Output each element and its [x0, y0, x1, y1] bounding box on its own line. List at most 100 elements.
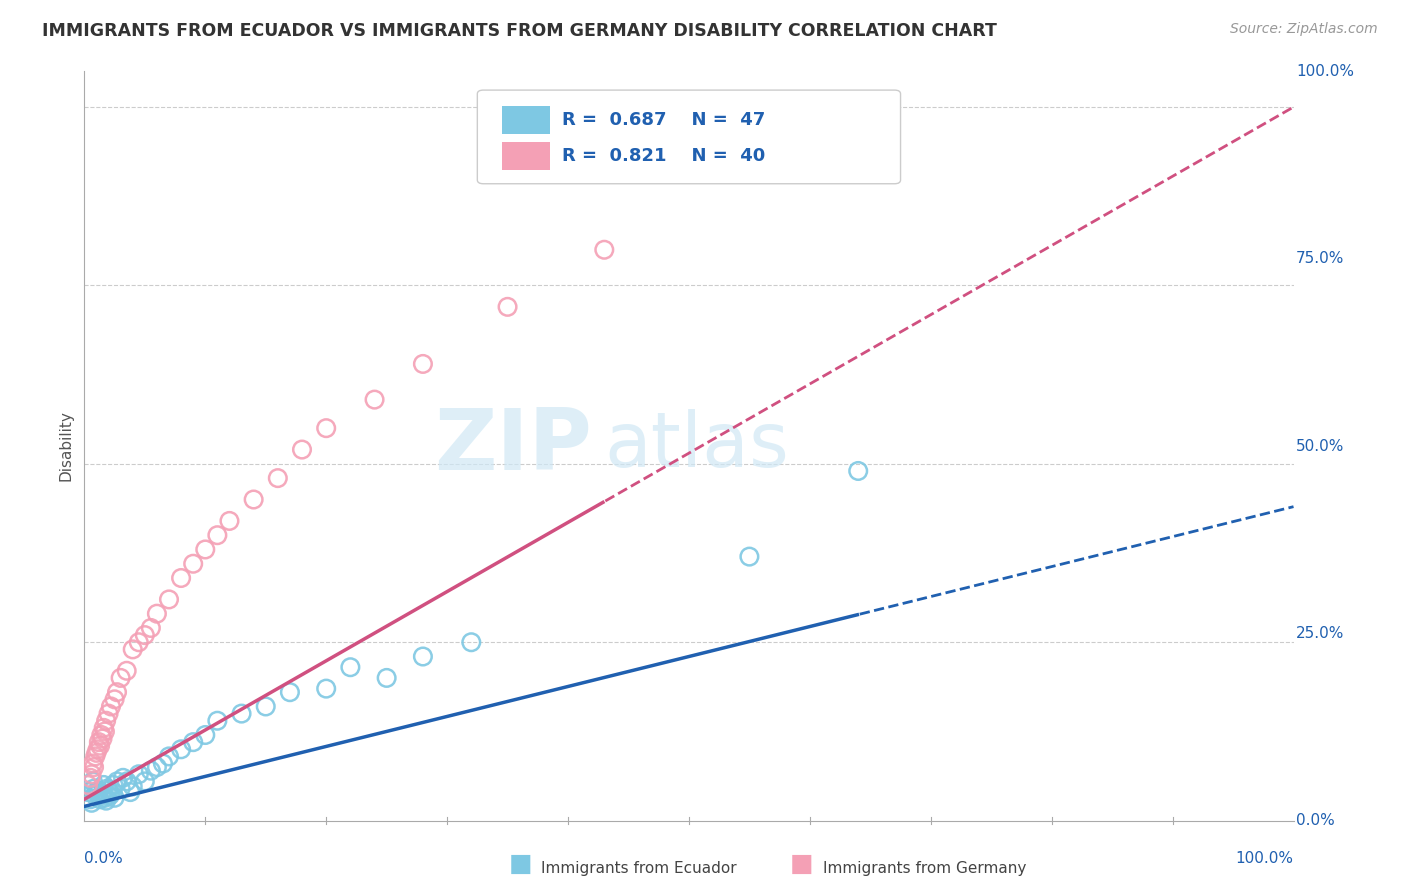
- Point: [84, 749, 107, 764]
- Point: [103, 778, 125, 792]
- Point: [412, 357, 434, 371]
- Point: [146, 607, 169, 621]
- Point: [120, 785, 142, 799]
- Point: [846, 464, 869, 478]
- Text: R =  0.821    N =  40: R = 0.821 N = 40: [562, 147, 765, 165]
- Point: [181, 557, 204, 571]
- Point: [90, 728, 112, 742]
- Point: [79, 771, 101, 785]
- Text: Immigrants from Germany: Immigrants from Germany: [823, 861, 1026, 876]
- Point: [375, 671, 398, 685]
- Text: Immigrants from Ecuador: Immigrants from Ecuador: [541, 861, 737, 876]
- Text: 0.0%: 0.0%: [84, 851, 124, 865]
- Point: [77, 785, 100, 799]
- Text: 25.0%: 25.0%: [1296, 626, 1344, 640]
- Point: [83, 760, 105, 774]
- Point: [94, 714, 117, 728]
- Point: [115, 774, 138, 789]
- Point: [94, 794, 117, 808]
- Y-axis label: Disability: Disability: [58, 410, 73, 482]
- Point: [339, 660, 361, 674]
- Point: [84, 789, 107, 803]
- Text: 100.0%: 100.0%: [1236, 851, 1294, 865]
- Point: [86, 742, 108, 756]
- Text: IMMIGRANTS FROM ECUADOR VS IMMIGRANTS FROM GERMANY DISABILITY CORRELATION CHART: IMMIGRANTS FROM ECUADOR VS IMMIGRANTS FR…: [42, 22, 997, 40]
- Text: 100.0%: 100.0%: [1296, 64, 1354, 78]
- FancyBboxPatch shape: [502, 106, 550, 135]
- Text: ZIP: ZIP: [434, 404, 592, 488]
- Point: [97, 706, 120, 721]
- Point: [231, 706, 253, 721]
- Point: [181, 735, 204, 749]
- Point: [89, 792, 111, 806]
- Point: [110, 781, 132, 796]
- Point: [90, 789, 112, 803]
- Point: [94, 790, 117, 805]
- Point: [89, 739, 111, 753]
- Point: [121, 780, 143, 794]
- Point: [157, 749, 180, 764]
- Point: [139, 621, 162, 635]
- Point: [96, 781, 118, 796]
- Text: ■: ■: [509, 852, 531, 876]
- Point: [146, 760, 169, 774]
- Text: 0.0%: 0.0%: [1296, 814, 1334, 828]
- Point: [134, 774, 156, 789]
- Point: [267, 471, 290, 485]
- Point: [139, 764, 162, 778]
- Point: [315, 421, 337, 435]
- Point: [110, 671, 132, 685]
- Point: [86, 746, 108, 760]
- Point: [112, 771, 135, 785]
- Point: [134, 628, 156, 642]
- Point: [94, 724, 117, 739]
- Point: [157, 592, 180, 607]
- Point: [194, 728, 217, 742]
- Point: [79, 792, 101, 806]
- Point: [83, 781, 105, 796]
- Point: [363, 392, 385, 407]
- Point: [91, 787, 114, 801]
- Point: [128, 767, 150, 781]
- Point: [82, 756, 104, 771]
- Point: [82, 774, 104, 789]
- FancyBboxPatch shape: [502, 142, 550, 170]
- Point: [218, 514, 240, 528]
- Point: [254, 699, 277, 714]
- Point: [207, 528, 229, 542]
- Point: [115, 664, 138, 678]
- Text: R =  0.687    N =  47: R = 0.687 N = 47: [562, 112, 765, 129]
- Point: [460, 635, 482, 649]
- Point: [121, 642, 143, 657]
- Point: [80, 796, 103, 810]
- Point: [278, 685, 301, 699]
- Point: [104, 790, 127, 805]
- Text: 75.0%: 75.0%: [1296, 252, 1344, 266]
- Point: [496, 300, 519, 314]
- Point: [207, 714, 229, 728]
- Point: [738, 549, 761, 564]
- Point: [91, 731, 114, 746]
- Text: ■: ■: [790, 852, 813, 876]
- Point: [86, 785, 108, 799]
- Text: 50.0%: 50.0%: [1296, 439, 1344, 453]
- Point: [97, 783, 120, 797]
- Point: [170, 742, 193, 756]
- Point: [80, 767, 103, 781]
- Point: [105, 685, 128, 699]
- Point: [412, 649, 434, 664]
- Point: [86, 787, 108, 801]
- Point: [194, 542, 217, 557]
- Text: Source: ZipAtlas.com: Source: ZipAtlas.com: [1230, 22, 1378, 37]
- Point: [291, 442, 314, 457]
- Point: [152, 756, 174, 771]
- Point: [100, 699, 122, 714]
- Point: [87, 735, 110, 749]
- Point: [104, 692, 127, 706]
- Point: [87, 783, 110, 797]
- Point: [77, 778, 100, 792]
- Point: [105, 774, 128, 789]
- FancyBboxPatch shape: [478, 90, 901, 184]
- Point: [98, 789, 121, 803]
- Point: [242, 492, 264, 507]
